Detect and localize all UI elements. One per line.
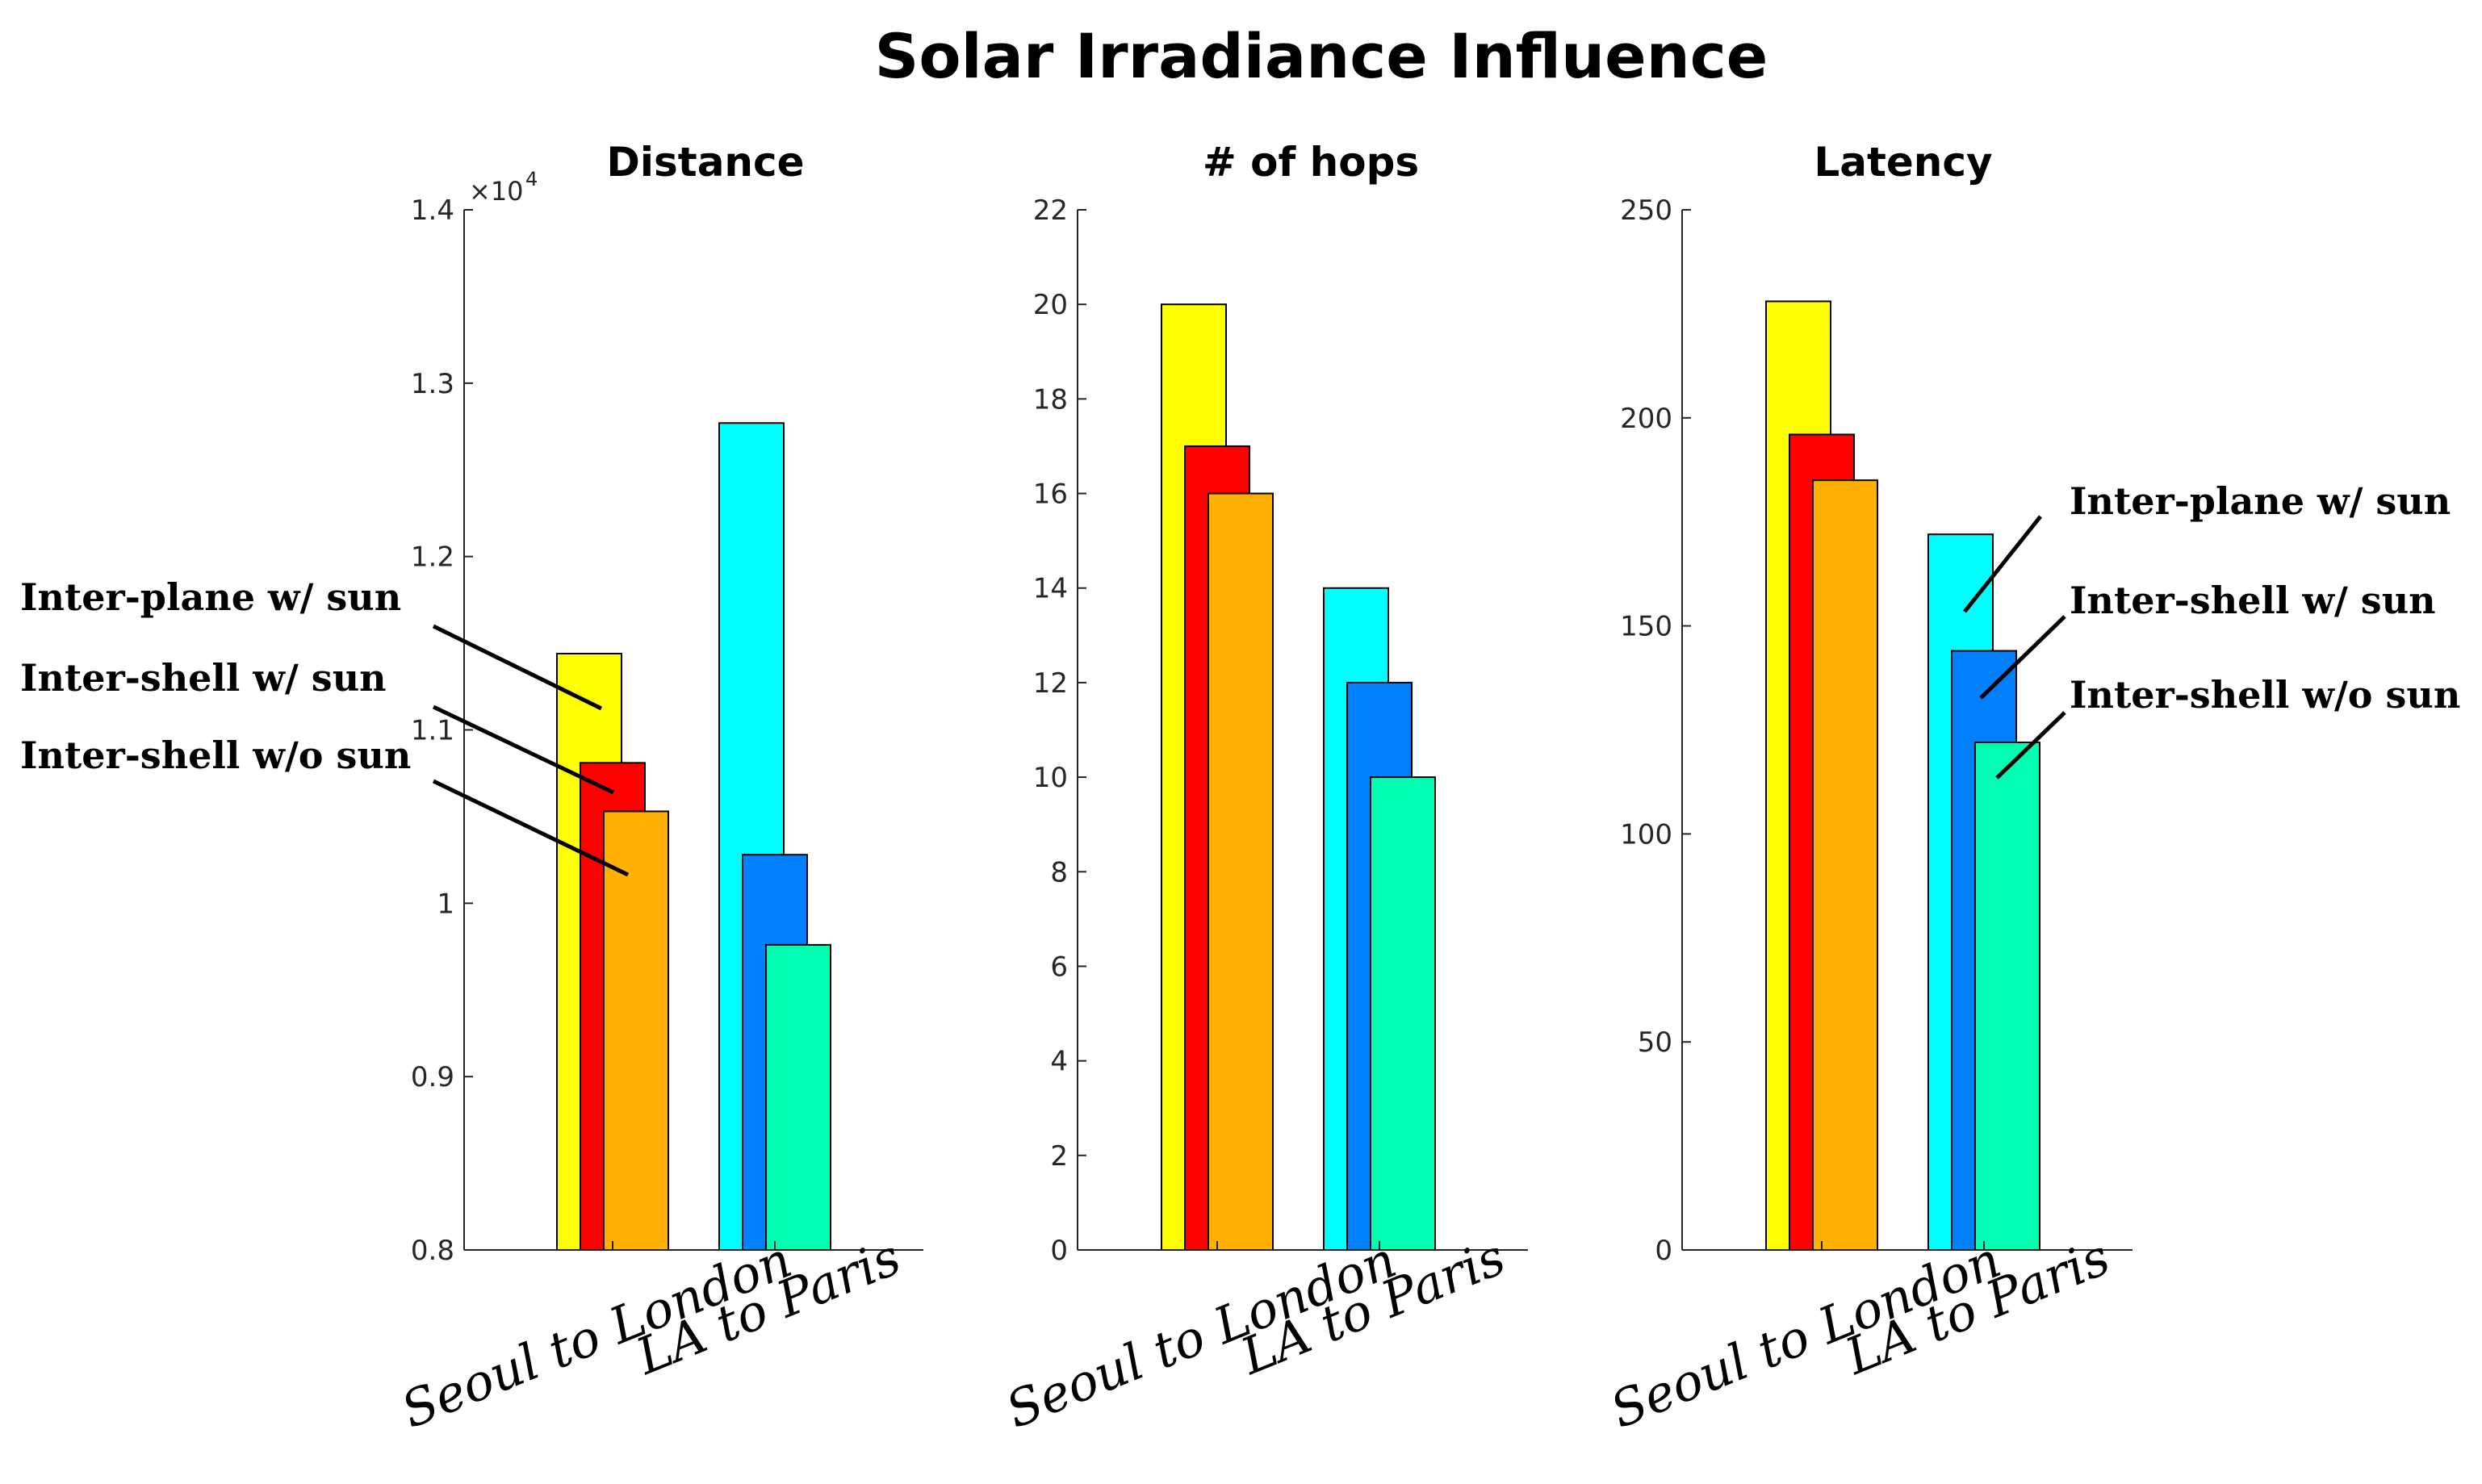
y-tick-label: 8 [1050, 856, 1068, 888]
y-tick-label: 1 [437, 888, 454, 920]
leader-line [1963, 515, 2042, 613]
bar [1812, 479, 1878, 1251]
y-tick-label: 50 [1638, 1026, 1672, 1059]
y-tick-label: 1.4 [411, 194, 454, 227]
legend-label-right: Inter-shell w/o sun [2070, 673, 2460, 717]
bar [1974, 741, 2040, 1251]
leader-line [1995, 711, 2066, 780]
panel-title: Distance [606, 139, 804, 186]
leader-line [432, 624, 603, 711]
panel-title: Latency [1814, 139, 1992, 186]
y-tick-label: 200 [1620, 403, 1672, 435]
y-tick-label: 0 [1050, 1235, 1068, 1267]
y-exponent-power: 4 [525, 168, 538, 190]
y-tick-label: 16 [1033, 479, 1068, 511]
y-exponent-label: ×10 [469, 176, 524, 207]
bar [765, 943, 831, 1251]
y-tick-label: 0 [1655, 1235, 1672, 1267]
y-tick-label: 150 [1620, 611, 1672, 643]
legend-label-left: Inter-plane w/ sun [20, 575, 401, 619]
bar [1370, 776, 1436, 1251]
y-tick-label: 4 [1050, 1046, 1068, 1078]
y-tick-label: 1.3 [411, 368, 454, 400]
legend-label-left: Inter-shell w/o sun [20, 734, 411, 777]
y-tick-label: 250 [1620, 194, 1672, 227]
legend-label-right: Inter-plane w/ sun [2070, 479, 2451, 523]
y-tick-label: 22 [1033, 194, 1068, 227]
y-tick-label: 1.1 [411, 715, 454, 747]
y-tick-label: 1.2 [411, 541, 454, 574]
y-tick-label: 0.9 [411, 1061, 454, 1093]
y-tick-label: 20 [1033, 289, 1068, 321]
y-tick-label: 10 [1033, 762, 1068, 794]
figure-title: Solar Irradiance Influence [875, 20, 1768, 92]
legend-label-right: Inter-shell w/ sun [2070, 579, 2436, 622]
y-tick-label: 12 [1033, 667, 1068, 700]
panel-title: # of hops [1203, 139, 1419, 186]
y-tick-label: 0.8 [411, 1235, 454, 1267]
y-tick-label: 6 [1050, 951, 1068, 983]
legend-annotations: Inter-plane w/ sun Inter-shell w/ sun Inte… [20, 479, 2460, 877]
y-tick-label: 2 [1050, 1140, 1068, 1173]
leader-line [432, 704, 615, 795]
leader-line [1979, 615, 2066, 700]
legend-label-left: Inter-shell w/ sun [20, 656, 387, 700]
bar [1208, 492, 1274, 1251]
y-tick-label: 100 [1620, 818, 1672, 851]
y-tick-label: 14 [1033, 573, 1068, 605]
y-tick-label: 18 [1033, 383, 1068, 416]
leader-line [432, 779, 630, 877]
bar [603, 810, 669, 1251]
